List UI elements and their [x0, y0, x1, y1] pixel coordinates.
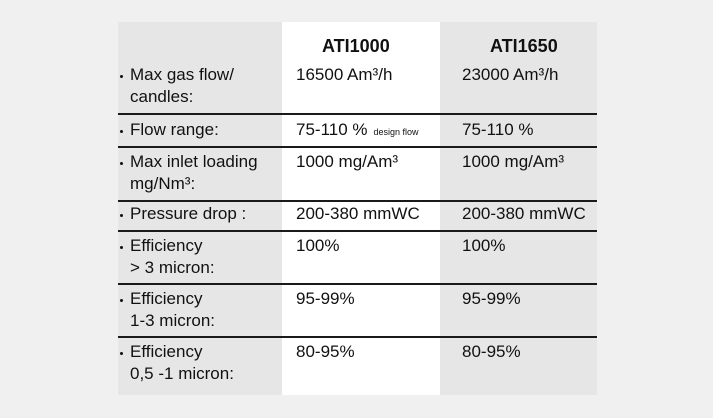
bullet: [120, 299, 123, 302]
cell-value: 80-95%: [296, 342, 355, 361]
cell-value: 100%: [296, 236, 340, 255]
row-label: Efficiency: [130, 289, 203, 308]
row-label: Max gas flow/: [130, 65, 234, 84]
cell-value: 1000 mg/Am³: [296, 152, 399, 171]
row-separator: [118, 113, 597, 115]
row-label: candles:: [130, 87, 194, 106]
row-label: Pressure drop :: [130, 204, 247, 223]
row-label: Max inlet loading: [130, 152, 258, 171]
bullet: [120, 352, 123, 355]
bullet: [120, 130, 123, 133]
row-label: > 3 micron:: [130, 258, 215, 277]
cell-value: 75-110 % design flow: [296, 120, 419, 139]
bullet: [120, 214, 123, 217]
row-separator: [118, 230, 597, 232]
cell-value: 200-380 mmWC: [462, 204, 586, 223]
row-label: Efficiency: [130, 342, 203, 361]
row-separator: [118, 283, 597, 285]
bullet: [120, 75, 123, 78]
cell-value: 95-99%: [462, 289, 521, 308]
cell-value: 16500 Am³/h: [296, 65, 393, 84]
cell-value: 80-95%: [462, 342, 521, 361]
cell-value: 95-99%: [296, 289, 355, 308]
column-header: ATI1650: [490, 36, 558, 56]
bullet: [120, 162, 123, 165]
row-label: Flow range:: [130, 120, 219, 139]
column-header: ATI1000: [322, 36, 390, 56]
cell-value: 100%: [462, 236, 506, 255]
row-separator: [118, 146, 597, 148]
cell-value: 200-380 mmWC: [296, 204, 420, 223]
cell-value: 23000 Am³/h: [462, 65, 559, 84]
cell-value: 1000 mg/Am³: [462, 152, 565, 171]
cell-value: 75-110 %: [462, 120, 534, 139]
row-label: 1-3 micron:: [130, 311, 216, 330]
row-label: Efficiency: [130, 236, 203, 255]
row-separator: [118, 200, 597, 202]
row-label: 0,5 -1 micron:: [130, 364, 234, 383]
row-label: mg/Nm³:: [130, 174, 196, 193]
highlight-column: [282, 22, 440, 395]
row-separator: [118, 336, 597, 338]
bullet: [120, 246, 123, 249]
cell-note: design flow: [373, 127, 419, 137]
